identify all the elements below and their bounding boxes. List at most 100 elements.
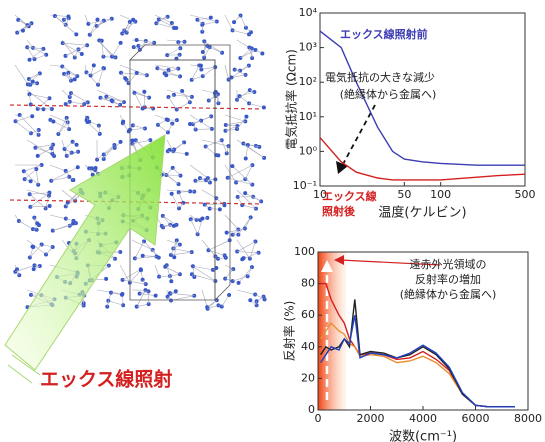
atom	[142, 90, 146, 94]
bond	[222, 140, 227, 153]
atom	[119, 140, 123, 144]
y-axis-label: 反射率 (%)	[282, 301, 297, 362]
bond	[98, 68, 103, 85]
plane	[10, 105, 262, 109]
x-tick-label: 6000	[462, 412, 490, 425]
bond	[143, 256, 157, 257]
y-tick-label: 10⁴	[299, 6, 318, 19]
atom	[227, 293, 231, 297]
atom	[244, 156, 248, 160]
bond	[27, 47, 43, 49]
bond	[225, 65, 229, 80]
atom	[141, 254, 145, 258]
atom	[169, 279, 173, 283]
atom	[125, 78, 129, 82]
atom	[230, 164, 234, 168]
bond	[208, 240, 229, 250]
x-axis-label: 波数(cm⁻¹)	[389, 430, 457, 442]
atom	[201, 50, 205, 54]
atom	[71, 221, 75, 225]
figure: エックス線照射 10⁻¹10⁰10¹10²10³10⁴1050100500温度(…	[0, 0, 545, 442]
y-tick-label: 40	[301, 340, 315, 353]
atom	[135, 71, 139, 75]
bond	[172, 194, 179, 209]
atom	[244, 115, 248, 119]
y-tick-label: 10²	[299, 75, 317, 88]
atom	[209, 16, 213, 20]
atom	[174, 289, 178, 293]
bond	[233, 276, 248, 281]
atom	[165, 117, 169, 121]
x-tick-label: 0	[315, 412, 322, 425]
atom	[135, 38, 139, 42]
atom	[62, 18, 66, 22]
page: エックス線照射 10⁻¹10⁰10¹10²10³10⁴1050100500温度(…	[0, 0, 545, 442]
atom	[28, 58, 32, 62]
atom	[237, 281, 241, 285]
atom	[92, 63, 96, 67]
atom	[170, 192, 174, 196]
atom	[232, 20, 236, 24]
bond	[16, 116, 33, 121]
annotation: 遠赤外光領域の	[410, 257, 487, 271]
bond	[88, 122, 100, 134]
atom	[119, 41, 123, 45]
atom	[254, 207, 258, 211]
bond	[70, 102, 84, 104]
bond	[27, 240, 46, 254]
atom	[80, 52, 84, 56]
atom	[131, 18, 135, 22]
bond	[190, 165, 208, 178]
atom	[73, 77, 77, 81]
bond	[106, 97, 124, 102]
atom	[185, 152, 189, 156]
atom	[218, 207, 222, 211]
atom	[200, 217, 204, 221]
bond	[241, 15, 246, 27]
atom	[48, 204, 52, 208]
atom	[30, 245, 34, 249]
bond	[202, 290, 207, 307]
bond	[193, 266, 213, 270]
y-tick-label: 10⁰	[299, 144, 318, 157]
y-tick-label: 80	[301, 277, 315, 290]
bond	[249, 103, 264, 107]
y-tick-label: 10¹	[299, 110, 317, 123]
bond	[50, 215, 66, 219]
atom	[31, 80, 35, 84]
illustration-label: エックス線照射	[40, 368, 172, 391]
bond	[24, 165, 42, 171]
bond	[202, 190, 216, 198]
bond	[90, 21, 104, 35]
far-ir-band	[318, 252, 346, 410]
bond	[196, 129, 212, 130]
x-tick-label: 500	[515, 188, 536, 201]
bond	[237, 252, 258, 253]
arrow-stripe	[8, 365, 32, 383]
bond	[246, 145, 248, 158]
atom	[253, 239, 257, 243]
bond	[225, 215, 238, 230]
atom	[139, 267, 143, 271]
bond	[166, 175, 178, 184]
atom	[242, 256, 246, 260]
bond	[170, 293, 194, 296]
bond	[208, 250, 224, 255]
annotation: 電気抵抗の大きな減少	[325, 70, 435, 84]
atom	[216, 153, 220, 157]
atom	[36, 154, 40, 158]
atom	[172, 26, 176, 30]
decrease-arrow	[342, 105, 375, 166]
bond	[108, 301, 123, 306]
atom	[120, 293, 124, 297]
bond	[206, 147, 217, 156]
atom	[248, 298, 252, 302]
atom	[262, 105, 266, 109]
series-line	[321, 323, 515, 407]
y-axis-label: 電気抵抗率 (Ωcm)	[284, 49, 299, 150]
atom	[225, 231, 229, 235]
bond	[237, 40, 249, 48]
bond	[97, 145, 114, 160]
x-tick-label: 50	[397, 188, 411, 201]
annotation: 反射率の増加	[415, 272, 481, 286]
